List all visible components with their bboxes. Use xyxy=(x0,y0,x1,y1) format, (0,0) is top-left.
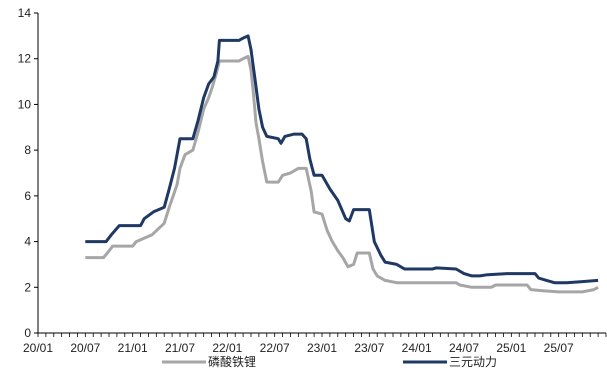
x-tick-label: 25/07 xyxy=(544,341,574,355)
x-tick-label: 20/07 xyxy=(70,341,100,355)
x-tick-label: 23/01 xyxy=(307,341,337,355)
x-tick-label: 21/01 xyxy=(118,341,148,355)
series-lines xyxy=(85,34,599,294)
x-tick-label: 24/01 xyxy=(402,341,432,355)
y-tick-label: 14 xyxy=(18,6,32,20)
y-tick-label: 0 xyxy=(24,326,31,340)
x-axis-ticks: 20/01 20/07 21/01 21/07 22/01 22/07 23/01 23/07… xyxy=(23,333,607,355)
series-line-0 xyxy=(85,54,599,294)
y-tick-label: 10 xyxy=(18,97,32,111)
axes xyxy=(37,13,606,334)
x-tick-label: 23/07 xyxy=(354,341,384,355)
y-tick-label: 8 xyxy=(24,143,31,157)
legend: 磷酸铁锂 三元动力 xyxy=(162,354,497,369)
x-tick-label: 22/01 xyxy=(212,341,242,355)
x-tick-label: 20/01 xyxy=(23,341,53,355)
y-tick-label: 12 xyxy=(18,52,32,66)
y-tick-label: 4 xyxy=(24,235,31,249)
x-tick-label: 22/07 xyxy=(260,341,290,355)
legend-label-1: 三元动力 xyxy=(449,355,497,369)
legend-label-0: 磷酸铁锂 xyxy=(208,354,256,369)
y-axis-ticks: 0 2 4 6 8 10 12 14 xyxy=(18,6,38,340)
x-tick-label: 21/07 xyxy=(165,341,195,355)
series-line-1 xyxy=(85,34,599,285)
x-tick-label: 24/07 xyxy=(449,341,479,355)
x-tick-label: 25/01 xyxy=(496,341,526,355)
y-tick-label: 2 xyxy=(24,280,31,294)
y-tick-label: 6 xyxy=(24,189,31,203)
